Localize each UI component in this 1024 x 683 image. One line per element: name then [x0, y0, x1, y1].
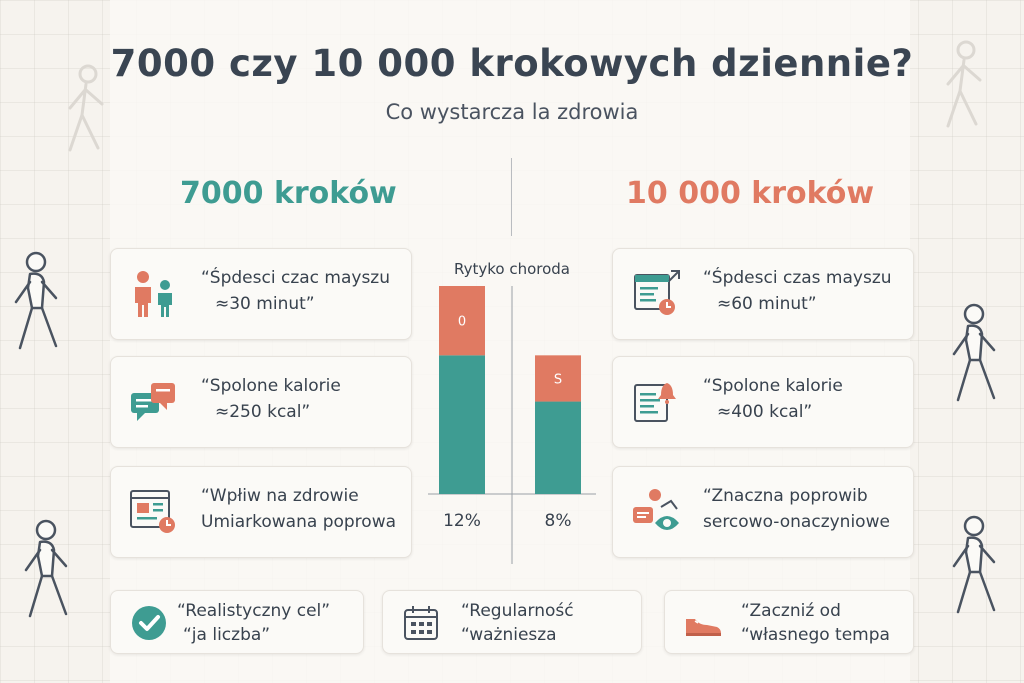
walker-icon	[24, 519, 68, 618]
document-bell-icon	[634, 383, 676, 422]
left-card-health: “Wpłiw na zdrowie Umiarkowana poprowa	[110, 466, 412, 558]
calendar-icon	[404, 606, 438, 640]
left-card-time: “Śpdesci czac mayszu ≈30 minut”	[110, 248, 412, 340]
card-text: “Wpłiw na zdrowie Umiarkowana poprowa	[201, 486, 397, 532]
bar-top-label-0: 0	[458, 315, 466, 330]
card-text: “Zaczniź od “własnego tempa	[741, 601, 890, 645]
walker-icon	[952, 303, 996, 402]
walker-icon	[952, 515, 996, 614]
card-text: “Realistyczny cel” “ja liczba”	[177, 601, 331, 645]
bar-top-1	[535, 355, 581, 402]
top-divider	[511, 158, 512, 236]
checkmark-icon	[132, 606, 166, 640]
bottom-card-pace: “Zaczniź od “własnego tempa	[664, 590, 914, 654]
content-panel	[110, 0, 910, 683]
bar-base-0	[439, 355, 485, 494]
family-icon	[135, 271, 172, 317]
category-label-1: 8%	[545, 511, 572, 531]
left-heading: 7000 kroków	[180, 176, 397, 211]
shoe-icon	[686, 619, 721, 636]
bar-base-1	[535, 401, 581, 494]
card-text: “Śpdesci czas mayszu ≈60 minut”	[703, 268, 892, 314]
page-subtitle: Co wystarcza la zdrowia	[385, 100, 639, 124]
walker-icon	[68, 64, 104, 152]
card-text: “Śpdesci czac mayszu ≈30 minut”	[201, 268, 391, 314]
bar-top-label-1: S	[554, 372, 562, 387]
walker-icon	[14, 251, 58, 350]
right-heading: 10 000 kroków	[626, 176, 875, 211]
browser-clock-icon	[130, 490, 175, 533]
person-eye-icon	[633, 489, 679, 530]
chat-bubbles-icon	[131, 383, 175, 421]
page-title: 7000 czy 10 000 krokowych dziennie?	[110, 42, 914, 85]
right-card-time: “Śpdesci czas mayszu ≈60 minut”	[612, 248, 914, 340]
right-card-heart: “Znaczna poprowib sercowo-onaczyniowe	[612, 466, 914, 558]
right-card-calories: “Spolone kalorie ≈400 kcal”	[612, 356, 914, 448]
bar-top-0	[439, 286, 485, 356]
card-text: “Spolone kalorie ≈400 kcal”	[703, 376, 843, 422]
card-text: “Spolone kalorie ≈250 kcal”	[201, 376, 341, 422]
calendar-clock-icon	[634, 270, 680, 315]
risk-bar-chart: 0 S 12% 8%	[428, 286, 596, 564]
card-text: “Znaczna poprowib sercowo-onaczyniowe	[703, 486, 890, 532]
card-text: “Regularność “ważniesza	[461, 601, 574, 645]
left-card-calories: “Spolone kalorie ≈250 kcal”	[110, 356, 412, 448]
chart-title: Rytyko choroda	[454, 260, 570, 278]
bottom-card-goal: “Realistyczny cel” “ja liczba”	[110, 590, 364, 654]
category-label-0: 12%	[443, 511, 481, 531]
walker-icon	[946, 40, 982, 128]
bottom-card-regularity: “Regularność “ważniesza	[382, 590, 642, 654]
